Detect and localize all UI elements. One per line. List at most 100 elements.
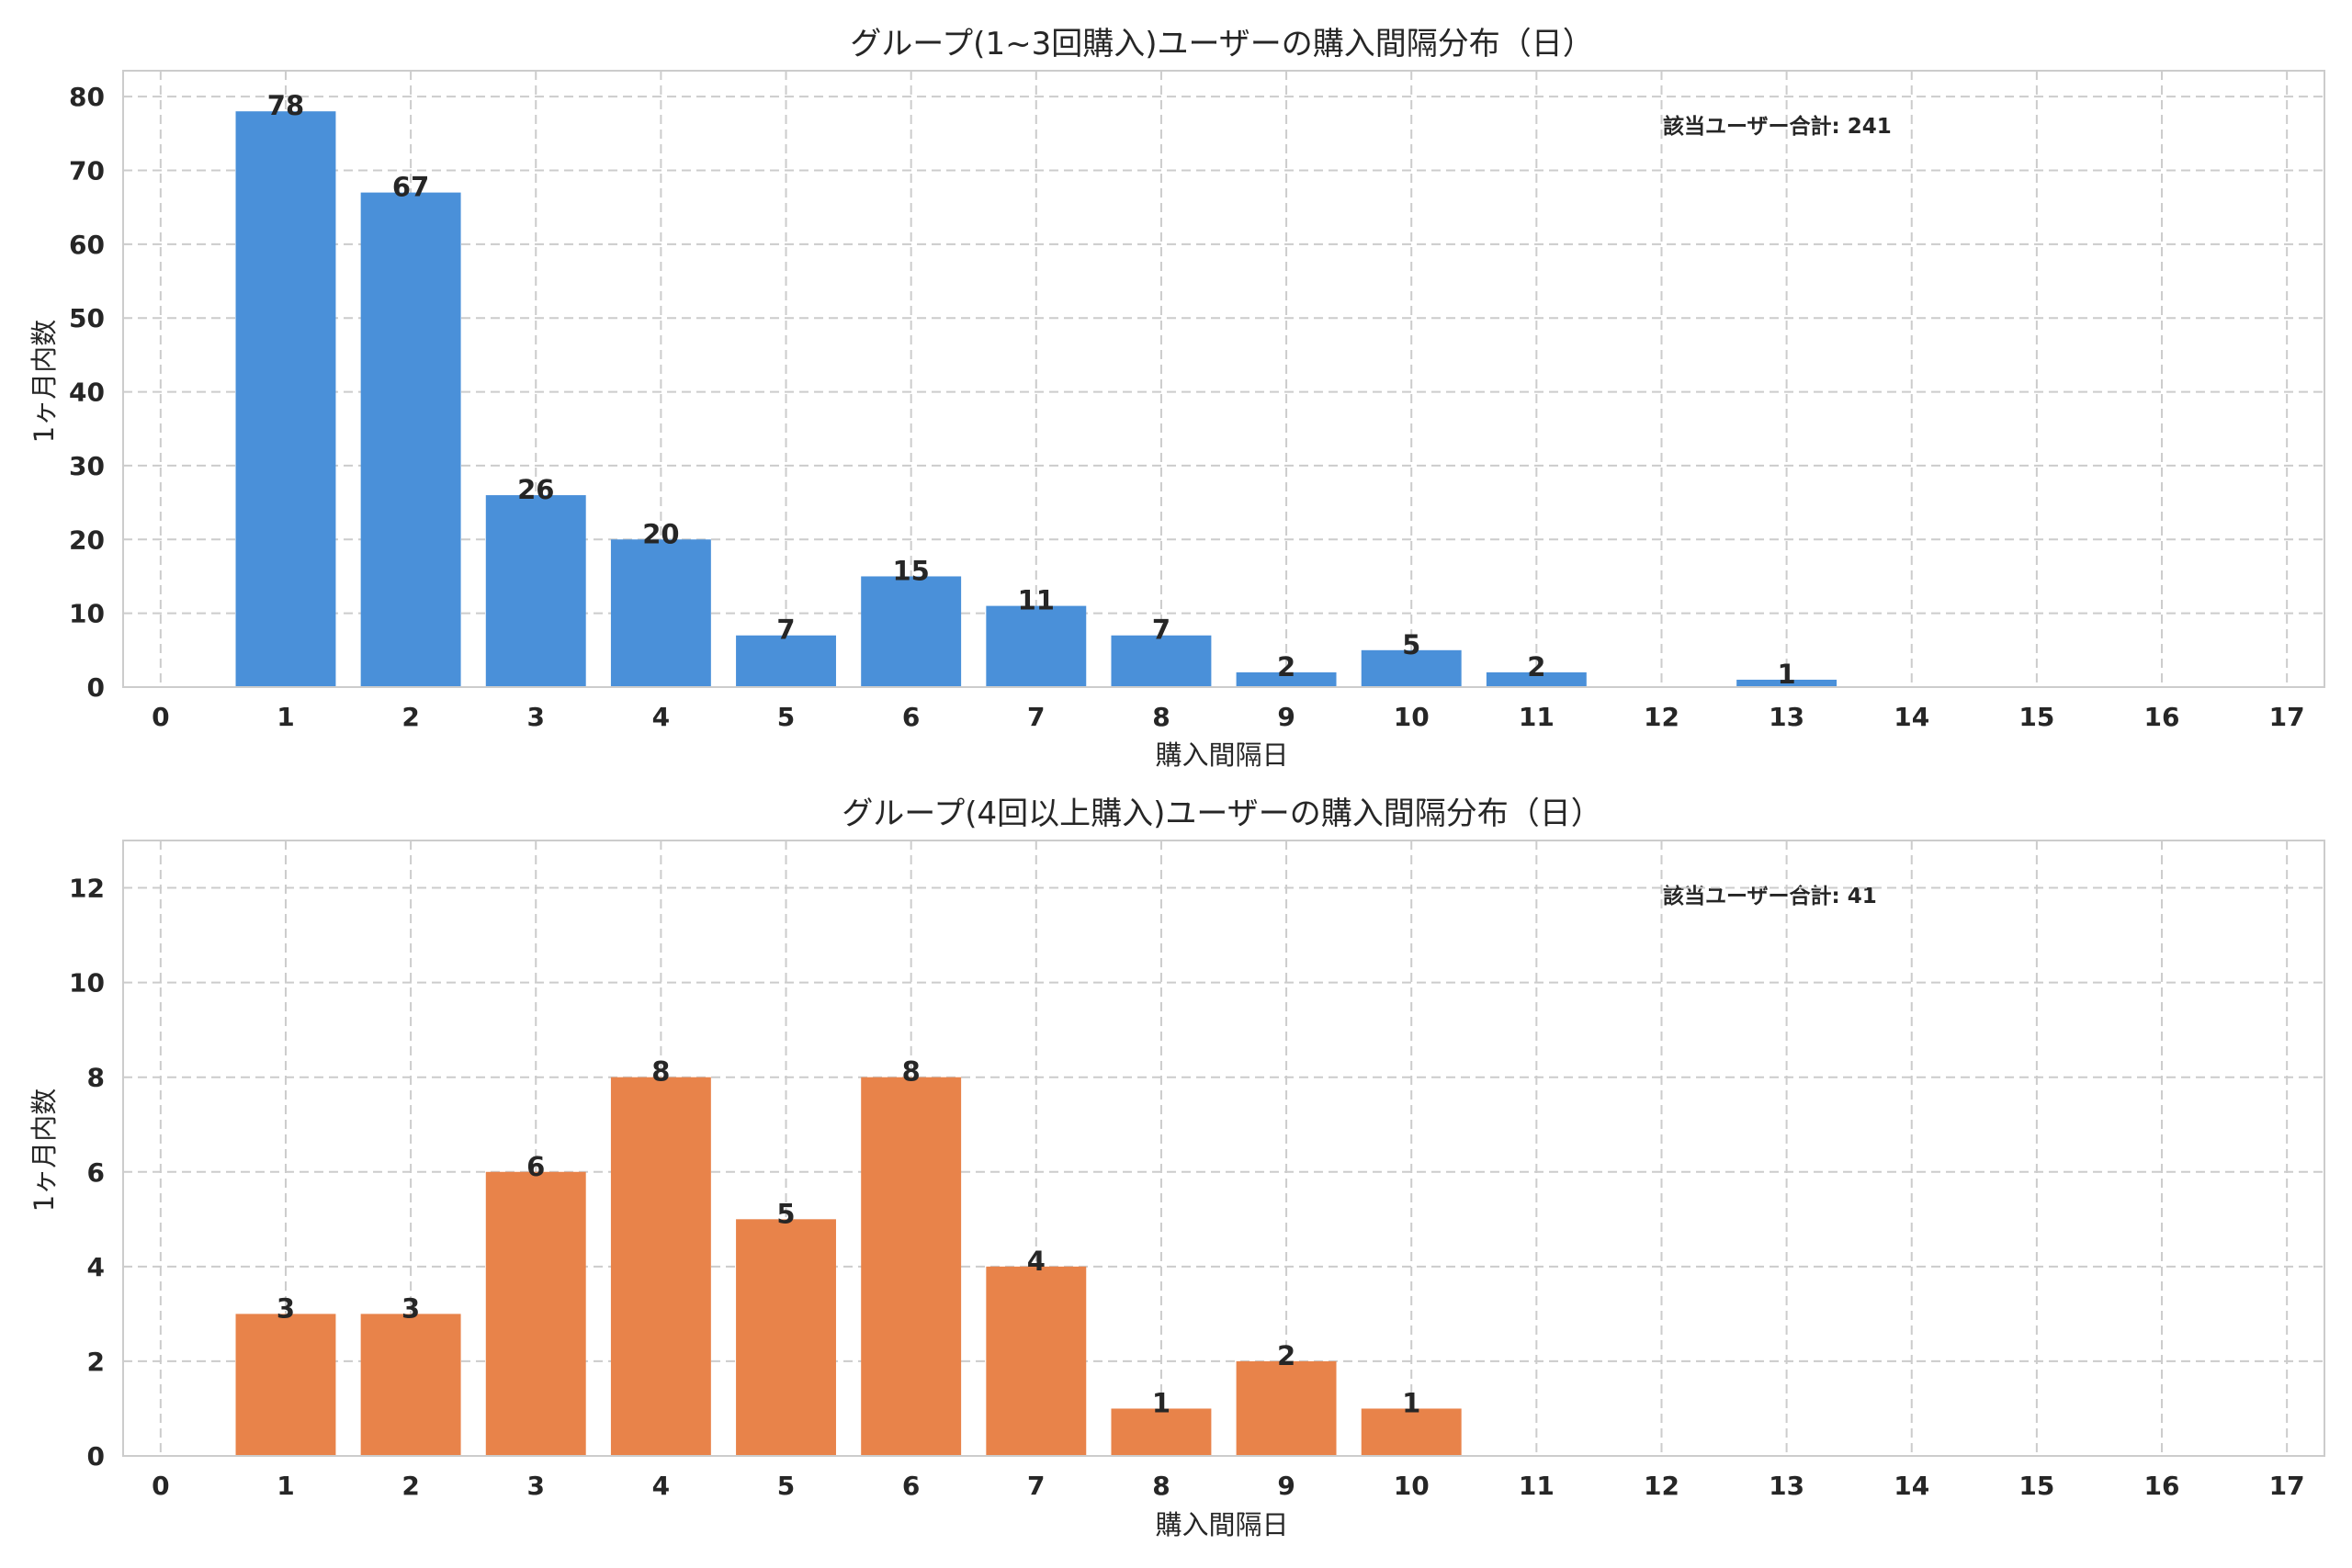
y-tick-label: 2 [87, 1347, 105, 1377]
x-tick-label: 7 [1027, 1471, 1045, 1501]
bar-value-label: 15 [892, 555, 929, 586]
chart-group-1-3: グループ(1~3回購入)ユーザーの購入間隔分布（日） 購入間隔日 1ヶ月内数 該… [28, 26, 2325, 771]
bar-value-label: 5 [1402, 629, 1420, 660]
bar [736, 1219, 836, 1456]
bar-value-label: 8 [902, 1056, 921, 1088]
x-tick-label: 10 [1394, 1471, 1430, 1501]
bar [861, 1077, 962, 1456]
x-tick-label: 13 [1769, 1471, 1804, 1501]
bar-value-label: 7 [1152, 615, 1170, 646]
y-tick-label: 60 [69, 230, 105, 260]
bar [1236, 671, 1337, 687]
y-axis-label: 1ヶ月内数 [28, 320, 60, 443]
y-tick-label: 10 [69, 599, 105, 629]
y-tick-label: 0 [87, 1441, 105, 1472]
bar-value-label: 2 [1277, 651, 1295, 682]
x-tick-label: 0 [152, 1471, 169, 1501]
bar [235, 1314, 336, 1456]
x-tick-label: 17 [2269, 702, 2305, 732]
y-tick-label: 50 [69, 303, 105, 333]
y-tick-label: 70 [69, 155, 105, 186]
bar-value-label: 1 [1778, 659, 1796, 690]
y-tick-label: 6 [87, 1157, 105, 1188]
chart-title: グループ(4回以上購入)ユーザーの購入間隔分布（日） [842, 795, 1601, 832]
x-tick-label: 8 [1152, 1471, 1170, 1501]
x-tick-label: 13 [1769, 702, 1804, 732]
x-axis-label: 購入間隔日 [1155, 1509, 1288, 1540]
y-tick-label: 4 [87, 1252, 105, 1282]
bar-value-label: 78 [267, 90, 304, 121]
bar-value-label: 1 [1402, 1387, 1420, 1418]
x-tick-label: 2 [401, 1471, 419, 1501]
x-tick-label: 14 [1894, 702, 1929, 732]
plot-frame [122, 70, 2325, 688]
bar [986, 605, 1087, 687]
x-tick-label: 9 [1277, 702, 1295, 732]
x-tick-label: 10 [1394, 702, 1430, 732]
bar-value-label: 26 [517, 474, 554, 505]
bar-value-label: 2 [1527, 651, 1545, 682]
x-tick-label: 14 [1894, 1471, 1929, 1501]
x-tick-label: 15 [2018, 702, 2054, 732]
bar [610, 539, 711, 687]
bar-value-label: 3 [401, 1292, 420, 1324]
x-tick-label: 12 [1644, 1471, 1679, 1501]
x-tick-label: 8 [1152, 702, 1170, 732]
bar [1236, 1360, 1337, 1456]
bar [1736, 679, 1838, 687]
bar-value-label: 4 [1027, 1246, 1046, 1277]
bar [1111, 1408, 1212, 1456]
x-tick-label: 1 [277, 1471, 294, 1501]
x-tick-label: 11 [1519, 702, 1555, 732]
y-tick-label: 40 [69, 378, 105, 408]
x-tick-label: 1 [277, 702, 294, 732]
x-tick-label: 11 [1519, 1471, 1555, 1501]
bar-value-label: 5 [776, 1198, 795, 1229]
bar [861, 576, 962, 687]
x-tick-label: 5 [777, 1471, 795, 1501]
bar [986, 1266, 1087, 1456]
bar [610, 1077, 711, 1456]
bar [360, 1314, 461, 1456]
bar [1111, 635, 1212, 687]
chart-group-4plus: グループ(4回以上購入)ユーザーの購入間隔分布（日） 購入間隔日 1ヶ月内数 該… [28, 795, 2325, 1540]
x-tick-label: 16 [2144, 1471, 2180, 1501]
x-tick-label: 3 [527, 1471, 545, 1501]
x-axis-label: 購入間隔日 [1155, 739, 1288, 771]
x-tick-label: 3 [527, 702, 545, 732]
y-tick-label: 12 [69, 874, 105, 904]
total-users-annotation: 該当ユーザー合計: 241 [1663, 114, 1892, 139]
x-tick-label: 7 [1027, 702, 1045, 732]
bar-value-label: 67 [392, 172, 429, 203]
x-tick-label: 4 [652, 702, 670, 732]
bar [736, 635, 836, 687]
bar-value-label: 6 [526, 1151, 545, 1182]
y-tick-label: 30 [69, 451, 105, 481]
bar [235, 111, 336, 687]
y-axis-label: 1ヶ月内数 [28, 1089, 60, 1212]
x-tick-label: 17 [2269, 1471, 2305, 1501]
chart-title: グループ(1~3回購入)ユーザーの購入間隔分布（日） [850, 26, 1594, 62]
x-tick-label: 2 [401, 702, 419, 732]
x-tick-label: 6 [902, 702, 920, 732]
bar-value-label: 7 [776, 615, 795, 646]
x-tick-label: 9 [1277, 1471, 1295, 1501]
bar-value-label: 1 [1152, 1387, 1170, 1418]
bar [485, 495, 586, 687]
x-tick-label: 12 [1644, 702, 1679, 732]
x-tick-label: 4 [652, 1471, 670, 1501]
bar [360, 192, 461, 687]
bar-value-label: 8 [651, 1056, 670, 1088]
plot-frame [122, 840, 2325, 1457]
y-tick-label: 20 [69, 525, 105, 555]
y-tick-label: 80 [69, 82, 105, 112]
bar-value-label: 20 [642, 518, 679, 549]
bar [1361, 1408, 1462, 1456]
bar-value-label: 11 [1018, 585, 1055, 616]
bar [1361, 649, 1462, 687]
y-tick-label: 10 [69, 968, 105, 998]
y-tick-label: 8 [87, 1063, 105, 1093]
bar [485, 1171, 586, 1456]
